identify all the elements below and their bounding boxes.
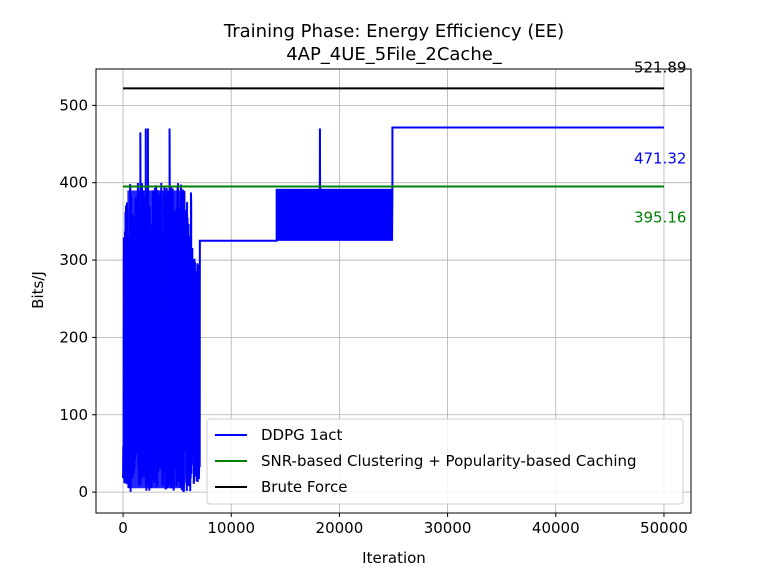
legend-label: SNR-based Clustering + Popularity-based … xyxy=(261,452,637,470)
y-tick-label: 200 xyxy=(59,328,88,346)
value-annotation: 471.32 xyxy=(634,150,687,168)
y-tick-label: 100 xyxy=(59,406,88,424)
value-annotation: 521.89 xyxy=(634,58,687,76)
plot-area xyxy=(122,87,664,493)
series-line xyxy=(122,126,664,493)
y-tick-label: 300 xyxy=(59,251,88,269)
x-tick-label: 30000 xyxy=(424,519,472,537)
chart-title: Training Phase: Energy Efficiency (EE) xyxy=(223,21,564,42)
x-tick-label: 50000 xyxy=(640,519,688,537)
y-tick-label: 400 xyxy=(59,174,88,192)
ticks: 0 10000 20000 30000 40000 50000 0 100 200 300 400 5… xyxy=(59,96,687,537)
plot-frame xyxy=(95,68,692,514)
y-tick-label: 500 xyxy=(59,96,88,114)
x-tick-label: 40000 xyxy=(532,519,580,537)
y-tick-label: 0 xyxy=(78,483,88,501)
grid xyxy=(96,69,691,513)
x-tick-label: 10000 xyxy=(207,519,255,537)
legend-label: Brute Force xyxy=(261,478,347,496)
x-tick-label: 0 xyxy=(118,519,128,537)
x-tick-label: 20000 xyxy=(316,519,364,537)
x-axis-label: Iteration xyxy=(362,549,426,567)
value-annotation: 395.16 xyxy=(634,208,687,226)
y-axis-label: Bits/J xyxy=(29,271,47,309)
chart-subtitle: 4AP_4UE_5File_2Cache_ xyxy=(286,44,503,65)
annotations: 521.89 471.32 395.16 xyxy=(634,58,687,226)
legend-box xyxy=(206,418,684,505)
legend-label: DDPG 1act xyxy=(261,426,343,444)
legend: DDPG 1act SNR-based Clustering + Populari… xyxy=(206,418,684,505)
